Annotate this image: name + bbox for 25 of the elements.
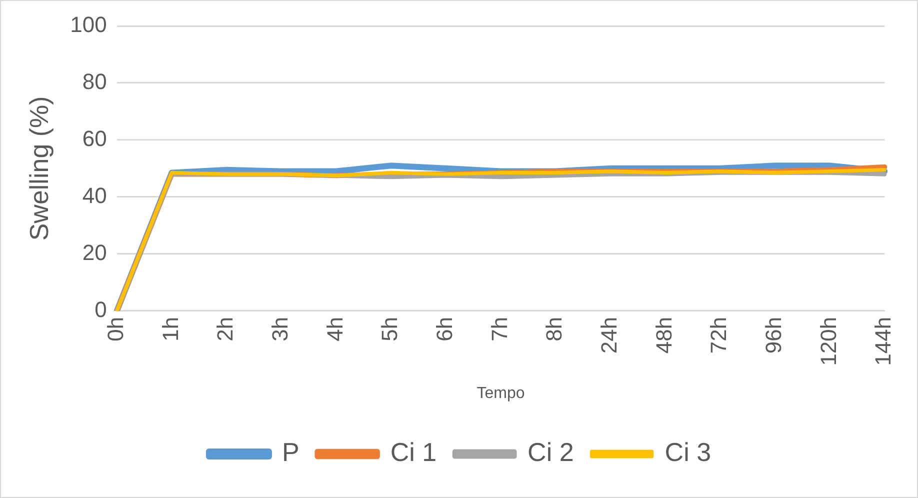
x-tick-label: 5h (377, 316, 402, 342)
x-tick-label: 48h (651, 316, 676, 354)
y-tick-label: 100 (70, 12, 107, 38)
x-tick-label: 7h (486, 316, 512, 342)
x-tick-label: 8h (542, 316, 567, 342)
y-axis-title: Swelling (%) (24, 96, 54, 241)
x-tick-label: 144h (870, 316, 896, 366)
x-tick-label: 6h (432, 316, 457, 342)
x-tick-label: 4h (322, 316, 348, 342)
x-tick-label: 120h (816, 316, 841, 366)
legend-label: Ci 1 (390, 437, 437, 468)
y-tick-label: 80 (82, 69, 107, 94)
legend-label: Ci 2 (528, 437, 574, 468)
y-tick-label: 20 (82, 240, 107, 265)
y-tick-label: 60 (82, 126, 107, 152)
x-tick-label: 2h (212, 316, 238, 342)
x-axis-title: Tempo (476, 384, 525, 402)
x-tick-label: 96h (760, 316, 786, 354)
legend-label: Ci 3 (664, 437, 712, 468)
x-tick-label: 3h (267, 316, 292, 342)
legend-label: P (282, 437, 300, 468)
x-tick-label: 24h (596, 316, 622, 354)
y-tick-label: 40 (82, 182, 107, 208)
x-tick-label: 72h (706, 316, 732, 354)
x-tick-label: 1h (158, 316, 183, 342)
